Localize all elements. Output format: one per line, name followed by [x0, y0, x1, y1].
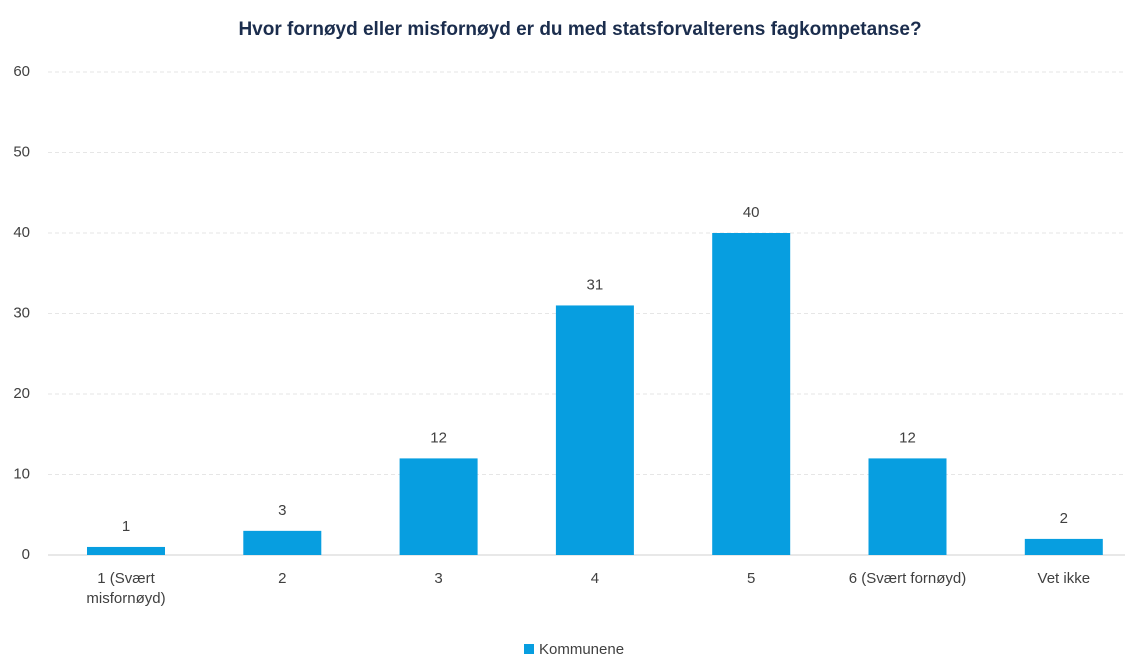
value-label: 2: [1060, 510, 1068, 527]
bar: [868, 458, 947, 555]
x-tick-label: 5: [747, 570, 756, 587]
x-tick-label: 6 (Svært fornøyd): [848, 570, 967, 587]
legend-swatch: [524, 644, 534, 654]
chart-title: Hvor fornøyd eller misfornøyd er du med …: [238, 19, 921, 40]
value-label: 1: [122, 518, 130, 535]
value-label: 3: [278, 502, 286, 519]
x-tick-label: 3: [434, 570, 443, 587]
y-tick-label: 40: [13, 224, 30, 241]
legend-label: Kommunene: [539, 641, 624, 657]
x-tick-label: Vet ikke: [1037, 570, 1091, 587]
value-label: 12: [899, 429, 916, 446]
bar: [87, 546, 165, 555]
bar: [555, 305, 634, 555]
y-tick-label: 20: [13, 385, 30, 402]
x-tick-label: 2: [278, 570, 287, 587]
y-tick-label: 30: [13, 304, 30, 321]
y-tick-label: 10: [13, 465, 30, 482]
y-tick-label: 60: [13, 63, 30, 80]
value-label: 12: [430, 429, 447, 446]
y-tick-label: 50: [13, 143, 30, 160]
bar: [1024, 538, 1103, 555]
bar: [243, 530, 322, 555]
x-tick-label: 4: [590, 570, 600, 587]
value-label: 31: [587, 276, 604, 293]
bar: [712, 233, 791, 555]
x-tick-label: 1 (Svært misfornøyd): [86, 570, 166, 607]
bar: [399, 458, 478, 555]
value-label: 40: [743, 204, 760, 221]
y-tick-label: 0: [22, 546, 30, 563]
